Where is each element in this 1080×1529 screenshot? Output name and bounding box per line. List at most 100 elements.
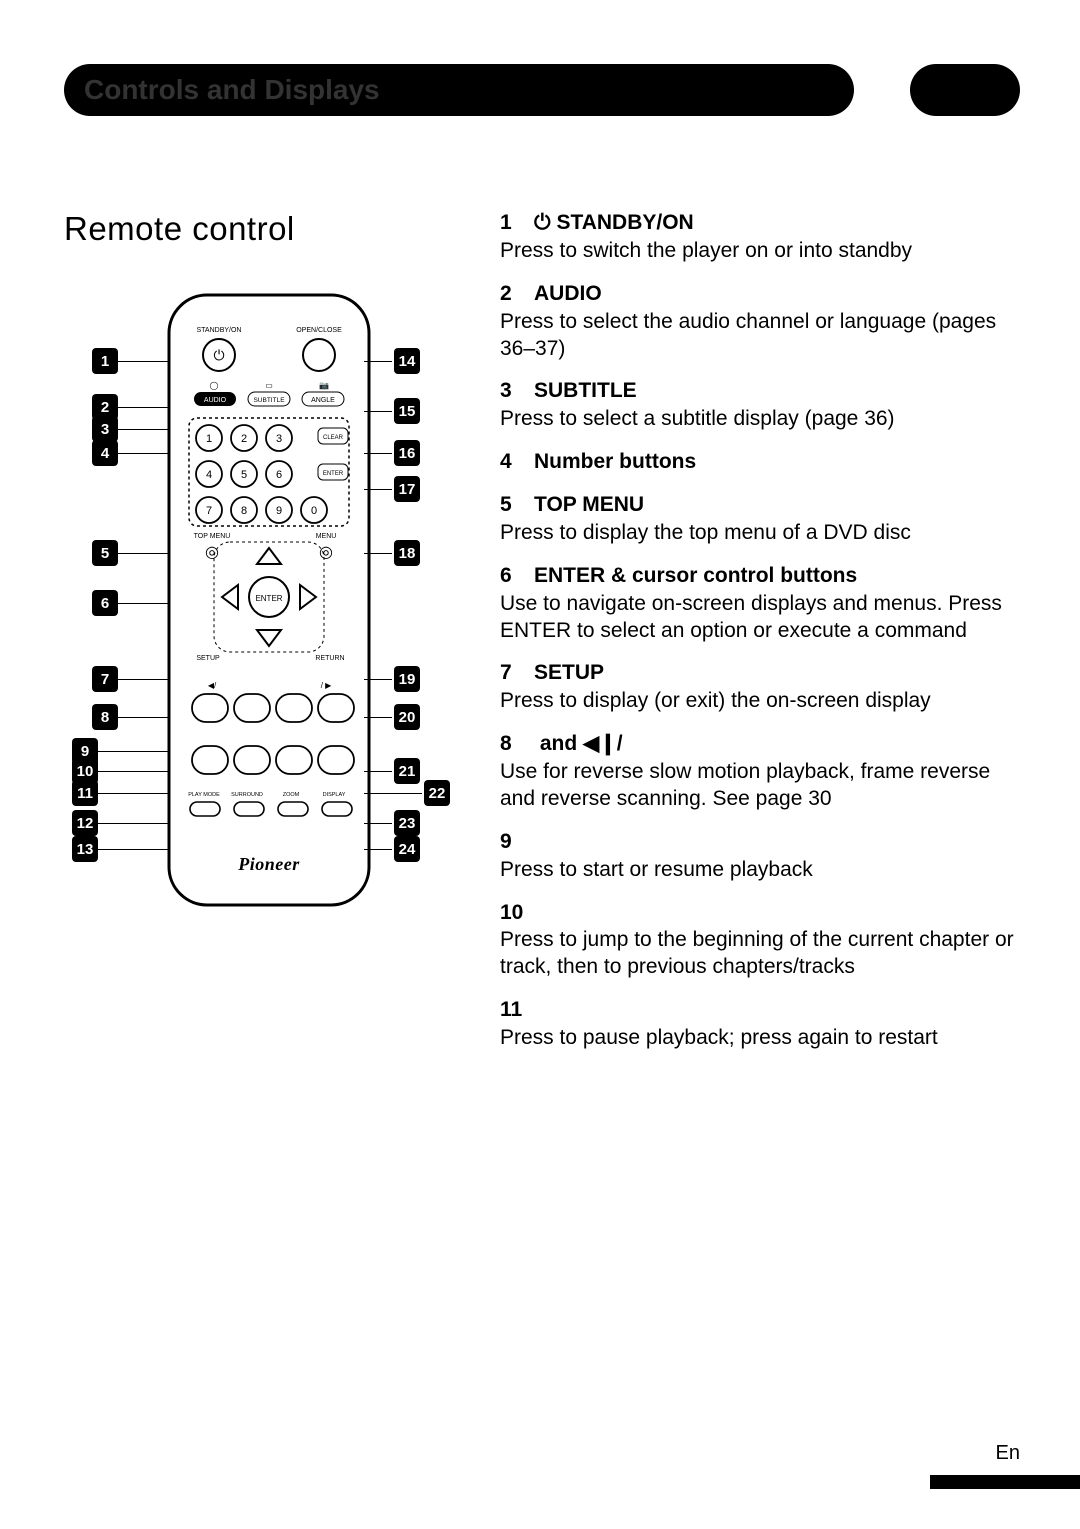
desc-num: 11: [500, 997, 534, 1024]
svg-text:9: 9: [276, 505, 282, 517]
desc-num: 9: [500, 829, 534, 856]
svg-text:2: 2: [241, 433, 247, 445]
svg-text:SURROUND: SURROUND: [231, 792, 263, 798]
desc-body: Press to switch the player on or into st…: [500, 238, 1020, 265]
content: Remote control ⏻ STANDBY/ON OPEN/CLOSE ◯…: [64, 210, 1020, 1068]
callout-16: 16: [394, 440, 420, 466]
desc-title: ENTER & cursor control buttons: [534, 564, 857, 587]
desc-body: Press to select a subtitle display (page…: [500, 406, 1020, 433]
desc-num: 10: [500, 900, 534, 927]
svg-text:ENTER: ENTER: [323, 471, 344, 477]
svg-text:⏻: ⏻: [213, 347, 224, 363]
header-title: Controls and Displays: [84, 74, 380, 106]
desc-item-2: 2AUDIO Press to select the audio channel …: [500, 281, 1020, 363]
callout-17: 17: [394, 476, 420, 502]
svg-text:6: 6: [276, 469, 282, 481]
svg-text:◀/: ◀/: [208, 681, 217, 690]
callout-15: 15: [394, 398, 420, 424]
callout-14: 14: [394, 348, 420, 374]
desc-body: Press to pause playback; press again to …: [500, 1025, 1020, 1052]
desc-num: 2: [500, 281, 534, 308]
remote-svg: ⏻ STANDBY/ON OPEN/CLOSE ◯ ▭ 📷 AUDIO SUBT…: [164, 290, 374, 910]
desc-item-6: 6ENTER & cursor control buttons Use to na…: [500, 563, 1020, 645]
callout-12: 12: [72, 810, 98, 836]
svg-text:8: 8: [241, 505, 247, 517]
callout-3: 3: [92, 416, 118, 442]
svg-text:4: 4: [206, 469, 212, 481]
remote-diagram: ⏻ STANDBY/ON OPEN/CLOSE ◯ ▭ 📷 AUDIO SUBT…: [64, 290, 464, 990]
svg-text:5: 5: [241, 469, 247, 481]
callout-7: 7: [92, 666, 118, 692]
callout-6: 6: [92, 590, 118, 616]
svg-text:3: 3: [276, 433, 282, 445]
svg-text:◎: ◎: [319, 544, 333, 561]
svg-text:SUBTITLE: SUBTITLE: [253, 397, 285, 404]
desc-item-11: 11Press to pause playback; press again t…: [500, 997, 1020, 1052]
svg-text:STANDBY/ON: STANDBY/ON: [197, 327, 242, 334]
callout-8: 8: [92, 704, 118, 730]
callout-23: 23: [394, 810, 420, 836]
desc-item-5: 5TOP MENU Press to display the top menu o…: [500, 492, 1020, 547]
svg-text:MENU: MENU: [316, 533, 337, 540]
desc-item-7: 7SETUPPress to display (or exit) the on-…: [500, 660, 1020, 715]
desc-num: 4: [500, 449, 534, 476]
svg-text:PLAY MODE: PLAY MODE: [188, 792, 220, 798]
footer-bar: [930, 1475, 1080, 1489]
header-pill: Controls and Displays: [64, 64, 854, 116]
svg-text:📷: 📷: [319, 381, 329, 390]
desc-body: Press to display (or exit) the on-screen…: [500, 688, 1020, 715]
desc-title: ⏻ STANDBY/ON: [534, 211, 694, 234]
desc-title: AUDIO: [534, 282, 602, 305]
desc-title: and ◀❙/: [534, 732, 623, 755]
callout-20: 20: [394, 704, 420, 730]
left-column: Remote control ⏻ STANDBY/ON OPEN/CLOSE ◯…: [64, 210, 464, 1068]
svg-text:SETUP: SETUP: [196, 655, 220, 662]
callout-5: 5: [92, 540, 118, 566]
svg-text:/ ▶: / ▶: [321, 681, 332, 690]
desc-num: 7: [500, 660, 534, 687]
svg-text:OPEN/CLOSE: OPEN/CLOSE: [296, 327, 342, 334]
callout-22: 22: [424, 780, 450, 806]
descriptions: 1⏻ STANDBY/ONPress to switch the player …: [500, 210, 1020, 1052]
desc-item-8: 8 and ◀❙/ Use for reverse slow motion pla…: [500, 731, 1020, 813]
desc-body: Press to select the audio channel or lan…: [500, 309, 1020, 363]
desc-body: Press to start or resume playback: [500, 857, 1020, 884]
desc-item-10: 10Press to jump to the beginning of the …: [500, 900, 1020, 982]
desc-title: TOP MENU: [534, 493, 644, 516]
svg-text:ANGLE: ANGLE: [311, 397, 335, 404]
desc-item-1: 1⏻ STANDBY/ONPress to switch the player …: [500, 210, 1020, 265]
right-column: 1⏻ STANDBY/ONPress to switch the player …: [500, 210, 1020, 1068]
svg-text:7: 7: [206, 505, 212, 517]
desc-item-3: 3SUBTITLEPress to select a subtitle disp…: [500, 378, 1020, 433]
page-number-chip: [910, 64, 1020, 116]
svg-text:◯: ◯: [210, 381, 219, 390]
desc-body: Press to jump to the beginning of the cu…: [500, 927, 1020, 981]
svg-text:RETURN: RETURN: [315, 655, 344, 662]
callout-13: 13: [72, 836, 98, 862]
desc-num: 6: [500, 563, 534, 590]
svg-text:◎: ◎: [205, 544, 219, 561]
desc-body: Use to navigate on-screen displays and m…: [500, 591, 1020, 645]
desc-num: 5: [500, 492, 534, 519]
desc-item-9: 9Press to start or resume playback: [500, 829, 1020, 884]
callout-24: 24: [394, 836, 420, 862]
desc-body: Use for reverse slow motion playback, fr…: [500, 759, 1020, 813]
callout-11: 11: [72, 780, 98, 806]
section-title: Remote control: [64, 210, 464, 248]
svg-text:ENTER: ENTER: [255, 594, 282, 603]
desc-body: Press to display the top menu of a DVD d…: [500, 520, 1020, 547]
desc-num: 8: [500, 731, 534, 758]
desc-title: SUBTITLE: [534, 379, 637, 402]
desc-item-4: 4Number buttons: [500, 449, 1020, 476]
callout-19: 19: [394, 666, 420, 692]
callout-18: 18: [394, 540, 420, 566]
svg-text:▭: ▭: [265, 381, 273, 390]
callout-4: 4: [92, 440, 118, 466]
svg-text:TOP MENU: TOP MENU: [194, 533, 231, 540]
footer-language: En: [996, 1442, 1020, 1465]
svg-text:ZOOM: ZOOM: [283, 792, 300, 798]
svg-text:1: 1: [206, 433, 212, 445]
svg-text:Pioneer: Pioneer: [237, 854, 300, 874]
svg-text:AUDIO: AUDIO: [204, 397, 227, 404]
callout-1: 1: [92, 348, 118, 374]
